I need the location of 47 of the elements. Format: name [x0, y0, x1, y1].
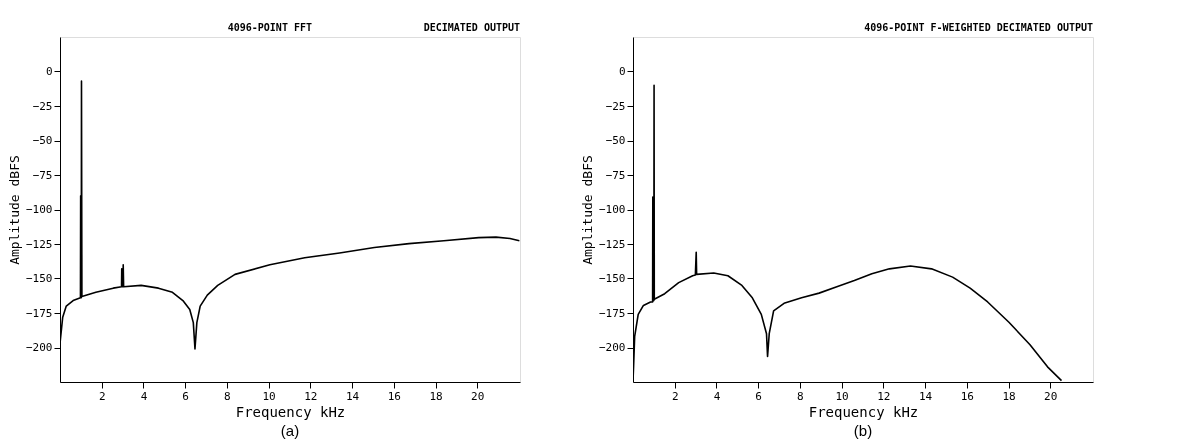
y-tick-label: −125 [26, 237, 53, 251]
y-tick-label: −25 [605, 99, 626, 113]
x-tick-label: 20 [471, 389, 485, 403]
y-tick-label: −50 [605, 134, 626, 147]
y-tick-label: −200 [26, 341, 53, 354]
x-tick-label: 14 [345, 389, 360, 403]
x-tick-label: 4 [140, 389, 148, 403]
x-tick-label: 16 [387, 389, 401, 403]
y-tick-label: −100 [26, 203, 53, 216]
text: (b) [853, 422, 873, 439]
x-tick-label: 8 [797, 389, 804, 403]
y-tick-label: −150 [26, 272, 53, 285]
y-axis-title: Amplitude dBFS [7, 155, 23, 265]
y-tick-label: −200 [599, 341, 626, 354]
y-tick-label: −100 [599, 203, 626, 216]
x-axis-title: Frequency kHz [235, 403, 346, 420]
x-tick-label: 6 [182, 389, 189, 403]
y-tick-label: −25 [32, 99, 53, 113]
x-tick-label: 2 [671, 389, 679, 403]
y-tick-label: −75 [32, 168, 53, 182]
y-tick-label: −125 [599, 237, 626, 251]
x-tick-label: 12 [304, 389, 318, 403]
x-tick-label: 12 [877, 389, 891, 403]
chart-title: 4096-POINT F-WEIGHTED DECIMATED OUTPUT [864, 22, 1093, 33]
y-tick-label: 0 [618, 65, 626, 78]
y-tick-label: 0 [45, 65, 53, 78]
y-axis-title: Amplitude dBFS [580, 155, 596, 265]
x-tick-label: 16 [960, 389, 974, 403]
x-tick-label: 2 [98, 389, 106, 403]
x-tick-label: 18 [1002, 389, 1016, 403]
x-axis-title: Frequency kHz [808, 403, 919, 420]
y-tick-label: −175 [599, 306, 626, 320]
x-tick-label: 8 [224, 389, 231, 403]
x-tick-label: 20 [1044, 389, 1058, 403]
text: (a) [280, 422, 300, 439]
y-tick-label: −150 [599, 272, 626, 285]
x-tick-label: 6 [755, 389, 762, 403]
x-tick-label: 4 [713, 389, 721, 403]
chart-subtitle: DECIMATED OUTPUT [423, 22, 520, 33]
y-tick-label: −50 [32, 134, 53, 147]
x-tick-label: 10 [835, 389, 849, 403]
chart-title: 4096-POINT FFT [227, 22, 312, 33]
x-tick-label: 10 [262, 389, 276, 403]
y-tick-label: −75 [605, 168, 626, 182]
x-tick-label: 18 [429, 389, 443, 403]
x-tick-label: 14 [918, 389, 933, 403]
y-tick-label: −175 [26, 306, 53, 320]
